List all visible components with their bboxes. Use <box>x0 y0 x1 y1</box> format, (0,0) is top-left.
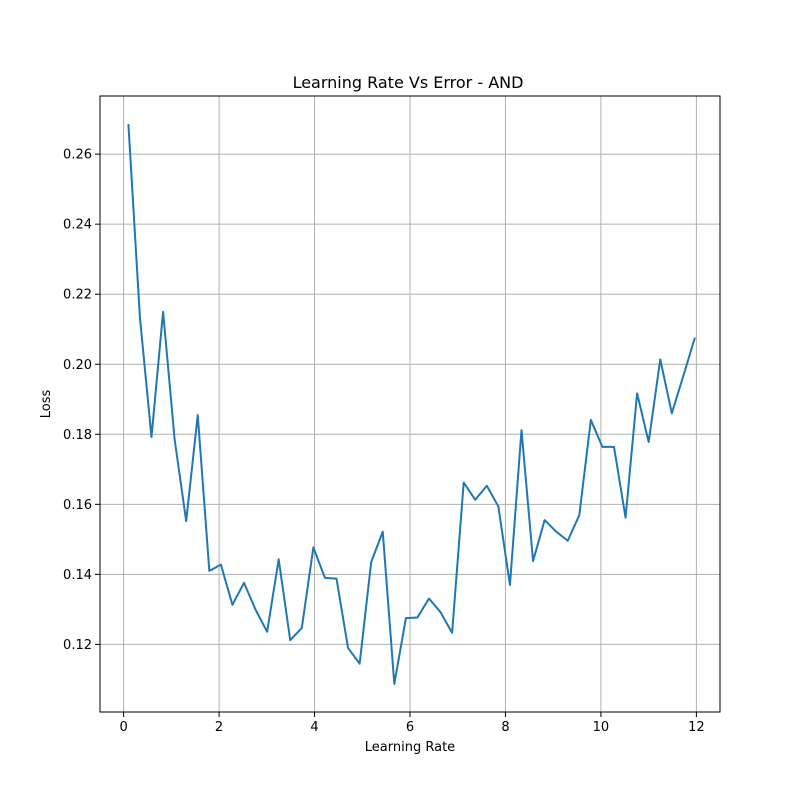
grid-lines <box>100 96 720 712</box>
series-layer <box>127 123 696 685</box>
y-tick-label: 0.24 <box>63 218 92 233</box>
x-axis-title: Learning Rate <box>365 740 455 755</box>
y-tick-label: 0.20 <box>63 358 92 373</box>
y-axis-title: Loss <box>39 390 54 419</box>
series-line <box>127 123 696 685</box>
x-tick-label: 2 <box>215 720 223 735</box>
x-tick-label: 6 <box>406 720 414 735</box>
y-tick-label: 0.14 <box>63 568 92 583</box>
y-tick-label: 0.16 <box>63 498 92 513</box>
x-tick-label: 0 <box>119 720 127 735</box>
axis-ticks: 0 2 4 6 8 10 12 0.12 0.14 0.16 0.18 0.20 0.22 0.24 0.2… <box>63 148 705 735</box>
y-tick-label: 0.22 <box>63 288 92 303</box>
x-tick-label: 4 <box>310 720 318 735</box>
x-tick-label: 10 <box>593 720 610 735</box>
x-tick-label: 12 <box>688 720 705 735</box>
y-tick-label: 0.18 <box>63 428 92 443</box>
y-tick-label: 0.26 <box>63 148 92 163</box>
x-tick-label: 8 <box>501 720 509 735</box>
y-tick-label: 0.12 <box>63 638 92 653</box>
chart-title: Learning Rate Vs Error - AND <box>293 73 524 92</box>
